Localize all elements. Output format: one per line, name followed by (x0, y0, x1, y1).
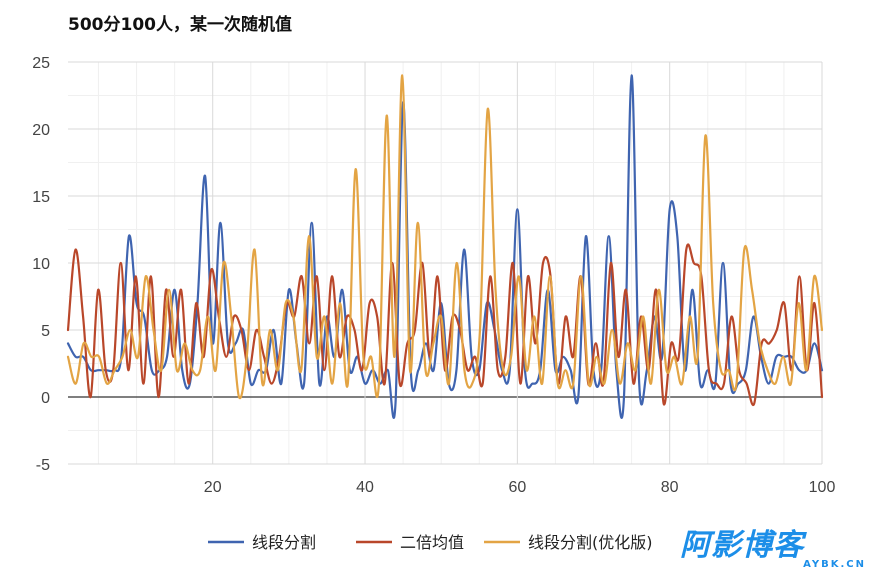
legend-label: 线段分割 (252, 533, 316, 552)
chart-title: 500分100人，某一次随机值 (68, 15, 292, 35)
x-tick-label: 80 (661, 479, 679, 496)
watermark-logo: 阿影博客 AYBK.CN (680, 520, 874, 572)
legend-label: 二倍均值 (400, 533, 464, 552)
x-tick-label: 40 (356, 479, 374, 496)
y-tick-label: 20 (32, 122, 50, 139)
x-tick-label: 100 (809, 479, 836, 496)
axes: -5 0 5 10 15 20 25 20 40 60 80 100 (32, 55, 835, 496)
y-tick-label: -5 (36, 457, 50, 474)
y-tick-label: 10 (32, 256, 50, 273)
x-tick-label: 60 (508, 479, 526, 496)
series-lines (66, 74, 824, 419)
legend: 线段分割 二倍均值 线段分割(优化版) (208, 533, 653, 552)
y-tick-label: 25 (32, 55, 50, 72)
x-tick-label: 20 (204, 479, 222, 496)
series-line-2 (66, 243, 824, 407)
y-tick-label: 15 (32, 189, 50, 206)
series-line-3 (66, 74, 824, 400)
y-tick-label: 5 (41, 323, 50, 340)
watermark-text: 阿影博客 (680, 528, 804, 563)
legend-label: 线段分割(优化版) (528, 533, 653, 552)
watermark-subtext: AYBK.CN (803, 559, 866, 570)
grid-lines (68, 61, 823, 465)
y-tick-label: 0 (41, 390, 50, 407)
